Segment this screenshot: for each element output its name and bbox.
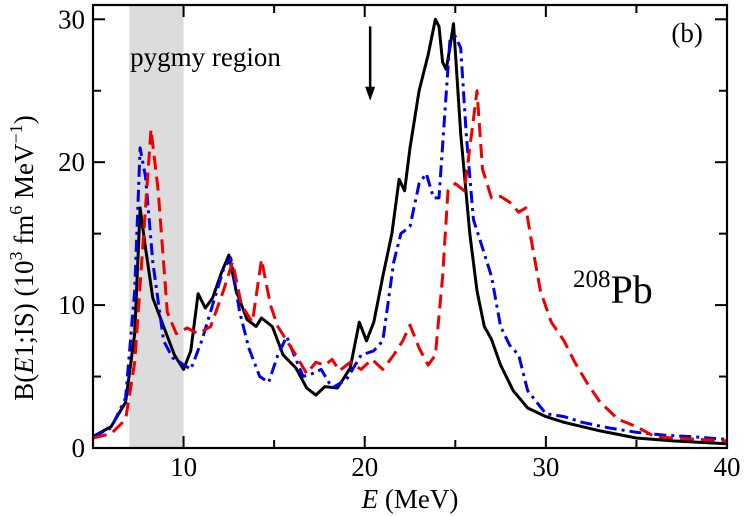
x-tick-label: 10 <box>170 452 197 482</box>
x-tick-label: 40 <box>714 452 741 482</box>
x-axis-title: E (MeV) <box>361 484 459 514</box>
y-title-part: MeV <box>9 143 39 206</box>
y-title-sup: 6 <box>6 206 26 215</box>
y-title-part: fm <box>9 215 39 252</box>
y-axis-title: B(E1;IS) (103 fm6 MeV−1) <box>6 115 39 400</box>
arrow-head <box>365 86 376 101</box>
y-title-part: ) <box>9 115 39 124</box>
pygmy-region-label: pygmy region <box>130 42 281 72</box>
series-layer <box>92 17 728 446</box>
nucleus-label: 208Pb <box>573 266 653 312</box>
nucleus-symbol: Pb <box>611 267 653 312</box>
y-title-part: B( <box>9 374 39 401</box>
x-axis-title-variable: E <box>361 484 379 514</box>
x-tick-label: 20 <box>351 452 378 482</box>
y-tick-label: 30 <box>58 4 85 34</box>
series-line-dashed <box>92 89 728 443</box>
x-tick-label: 30 <box>532 452 559 482</box>
tick-labels: 10 20 30 40 0 10 20 30 <box>58 4 741 482</box>
y-title-sup: −1 <box>6 124 26 143</box>
y-tick-label: 0 <box>72 433 86 463</box>
plot-frame <box>91 3 729 450</box>
x-axis-title-unit: (MeV) <box>378 484 458 514</box>
series-line-solid <box>92 17 728 446</box>
y-tick-label: 10 <box>58 290 85 320</box>
y-title-part: E <box>9 357 39 375</box>
y-title-part: 1;IS) (10 <box>9 260 39 357</box>
series-line-dash-dot <box>92 34 728 441</box>
panel-label: (b) <box>671 18 702 48</box>
y-title-sup: 3 <box>6 251 26 260</box>
y-tick-label: 20 <box>58 147 85 177</box>
nucleus-mass-number: 208 <box>573 266 611 293</box>
